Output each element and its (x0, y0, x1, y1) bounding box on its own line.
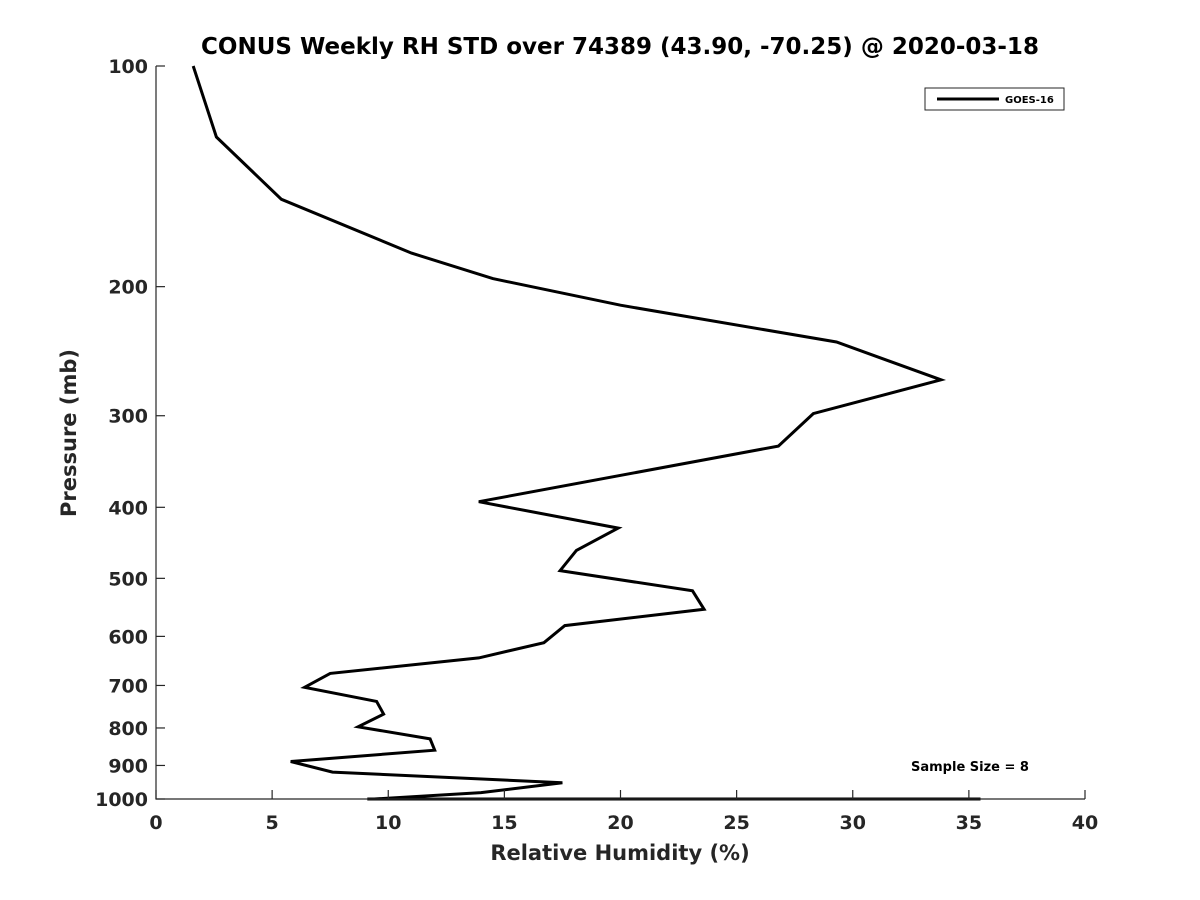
y-tick-label: 700 (108, 675, 148, 697)
x-axis-label: Relative Humidity (%) (490, 841, 749, 865)
y-tick-label: 1000 (95, 789, 148, 811)
x-tick-label: 5 (266, 812, 279, 834)
x-tick-label: 30 (840, 812, 866, 834)
x-tick-label: 25 (723, 812, 749, 834)
sample-size-annotation: Sample Size = 8 (911, 760, 1029, 775)
y-tick-label: 800 (108, 718, 148, 740)
y-axis-label: Pressure (mb) (57, 349, 81, 517)
y-tick-label: 900 (108, 755, 148, 777)
y-tick-label: 300 (108, 406, 148, 428)
legend: GOES-16 (924, 87, 1065, 111)
x-tick-label: 10 (375, 812, 401, 834)
chart-title: CONUS Weekly RH STD over 74389 (43.90, -… (201, 34, 1039, 60)
x-ticks: 0 5 10 15 20 25 30 35 40 (149, 790, 1098, 834)
x-tick-label: 40 (1072, 812, 1098, 834)
y-tick-label: 600 (108, 626, 148, 648)
y-tick-label: 200 (108, 277, 148, 299)
plot-area: 0 5 10 15 20 25 30 35 40 100 200 300 400 500 600 700 80… (95, 56, 1098, 834)
y-tick-label: 400 (108, 497, 148, 519)
legend-label-goes-16: GOES-16 (1005, 95, 1054, 106)
x-tick-label: 35 (956, 812, 982, 834)
x-tick-label: 0 (149, 812, 162, 834)
y-ticks: 100 200 300 400 500 600 700 800 900 1000 (95, 56, 165, 811)
y-tick-label: 100 (108, 56, 148, 78)
x-tick-label: 15 (491, 812, 517, 834)
x-tick-label: 20 (607, 812, 633, 834)
y-tick-label: 500 (108, 568, 148, 590)
